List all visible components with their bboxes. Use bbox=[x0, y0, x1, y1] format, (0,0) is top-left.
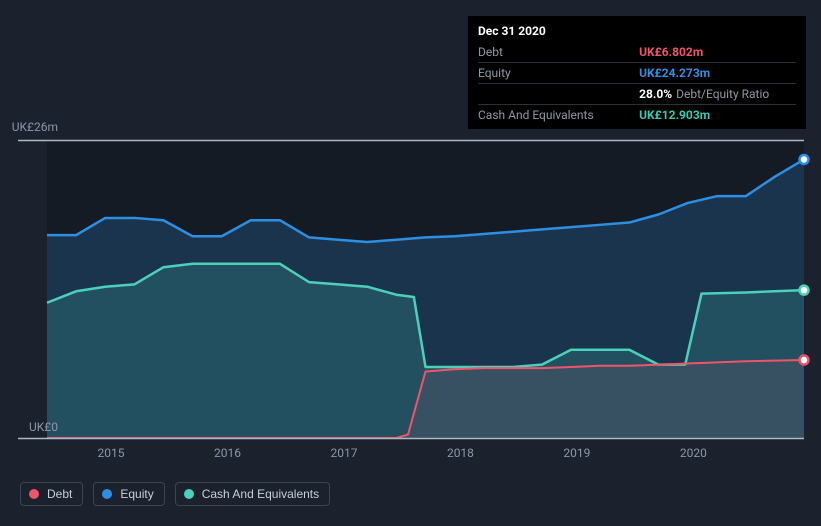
ratio-label: Debt/Equity Ratio bbox=[676, 87, 769, 101]
legend-label: Equity bbox=[120, 487, 153, 501]
y-axis-label: UK£26m bbox=[0, 120, 58, 134]
chart-tooltip: Dec 31 2020 DebtUK£6.802mEquityUK£24.273m… bbox=[468, 16, 806, 129]
debt-swatch-icon bbox=[29, 489, 39, 499]
cash-end-marker bbox=[800, 286, 809, 295]
tooltip-value: UK£6.802m bbox=[639, 42, 796, 63]
tooltip-row: EquityUK£24.273m bbox=[478, 63, 796, 84]
x-axis-label: 2020 bbox=[680, 446, 707, 460]
cash-swatch-icon bbox=[184, 489, 194, 499]
ratio-value: 28.0% bbox=[639, 87, 672, 101]
tooltip-label: Equity bbox=[478, 63, 639, 84]
tooltip-label: Cash And Equivalents bbox=[478, 105, 639, 126]
x-axis-label: 2017 bbox=[330, 446, 357, 460]
x-axis-label: 2016 bbox=[214, 446, 241, 460]
tooltip-label bbox=[478, 84, 639, 105]
legend-label: Cash And Equivalents bbox=[202, 487, 319, 501]
x-axis-label: 2015 bbox=[98, 446, 125, 460]
tooltip-label: Debt bbox=[478, 42, 639, 63]
legend-label: Debt bbox=[47, 487, 72, 501]
tooltip-table: DebtUK£6.802mEquityUK£24.273m 28.0% Debt/E… bbox=[478, 42, 796, 125]
legend-item-cash[interactable]: Cash And Equivalents bbox=[175, 482, 330, 506]
equity-swatch-icon bbox=[102, 489, 112, 499]
legend-item-equity[interactable]: Equity bbox=[93, 482, 164, 506]
tooltip-value: UK£24.273m bbox=[639, 63, 796, 84]
debt-end-marker bbox=[800, 356, 809, 365]
tooltip-row: Cash And EquivalentsUK£12.903m bbox=[478, 105, 796, 126]
chart-legend: Debt Equity Cash And Equivalents bbox=[20, 482, 330, 506]
y-axis-label: UK£0 bbox=[0, 420, 58, 434]
legend-item-debt[interactable]: Debt bbox=[20, 482, 83, 506]
tooltip-value: UK£12.903m bbox=[639, 105, 796, 126]
tooltip-row: DebtUK£6.802m bbox=[478, 42, 796, 63]
x-axis-label: 2018 bbox=[447, 446, 474, 460]
x-axis-label: 2019 bbox=[563, 446, 590, 460]
equity-end-marker bbox=[800, 155, 809, 164]
tooltip-date: Dec 31 2020 bbox=[478, 22, 796, 40]
tooltip-value: 28.0% Debt/Equity Ratio bbox=[639, 84, 796, 105]
x-axis: 2015 2016 2017 2018 2019 2020 bbox=[0, 446, 821, 462]
tooltip-row: 28.0% Debt/Equity Ratio bbox=[478, 84, 796, 105]
